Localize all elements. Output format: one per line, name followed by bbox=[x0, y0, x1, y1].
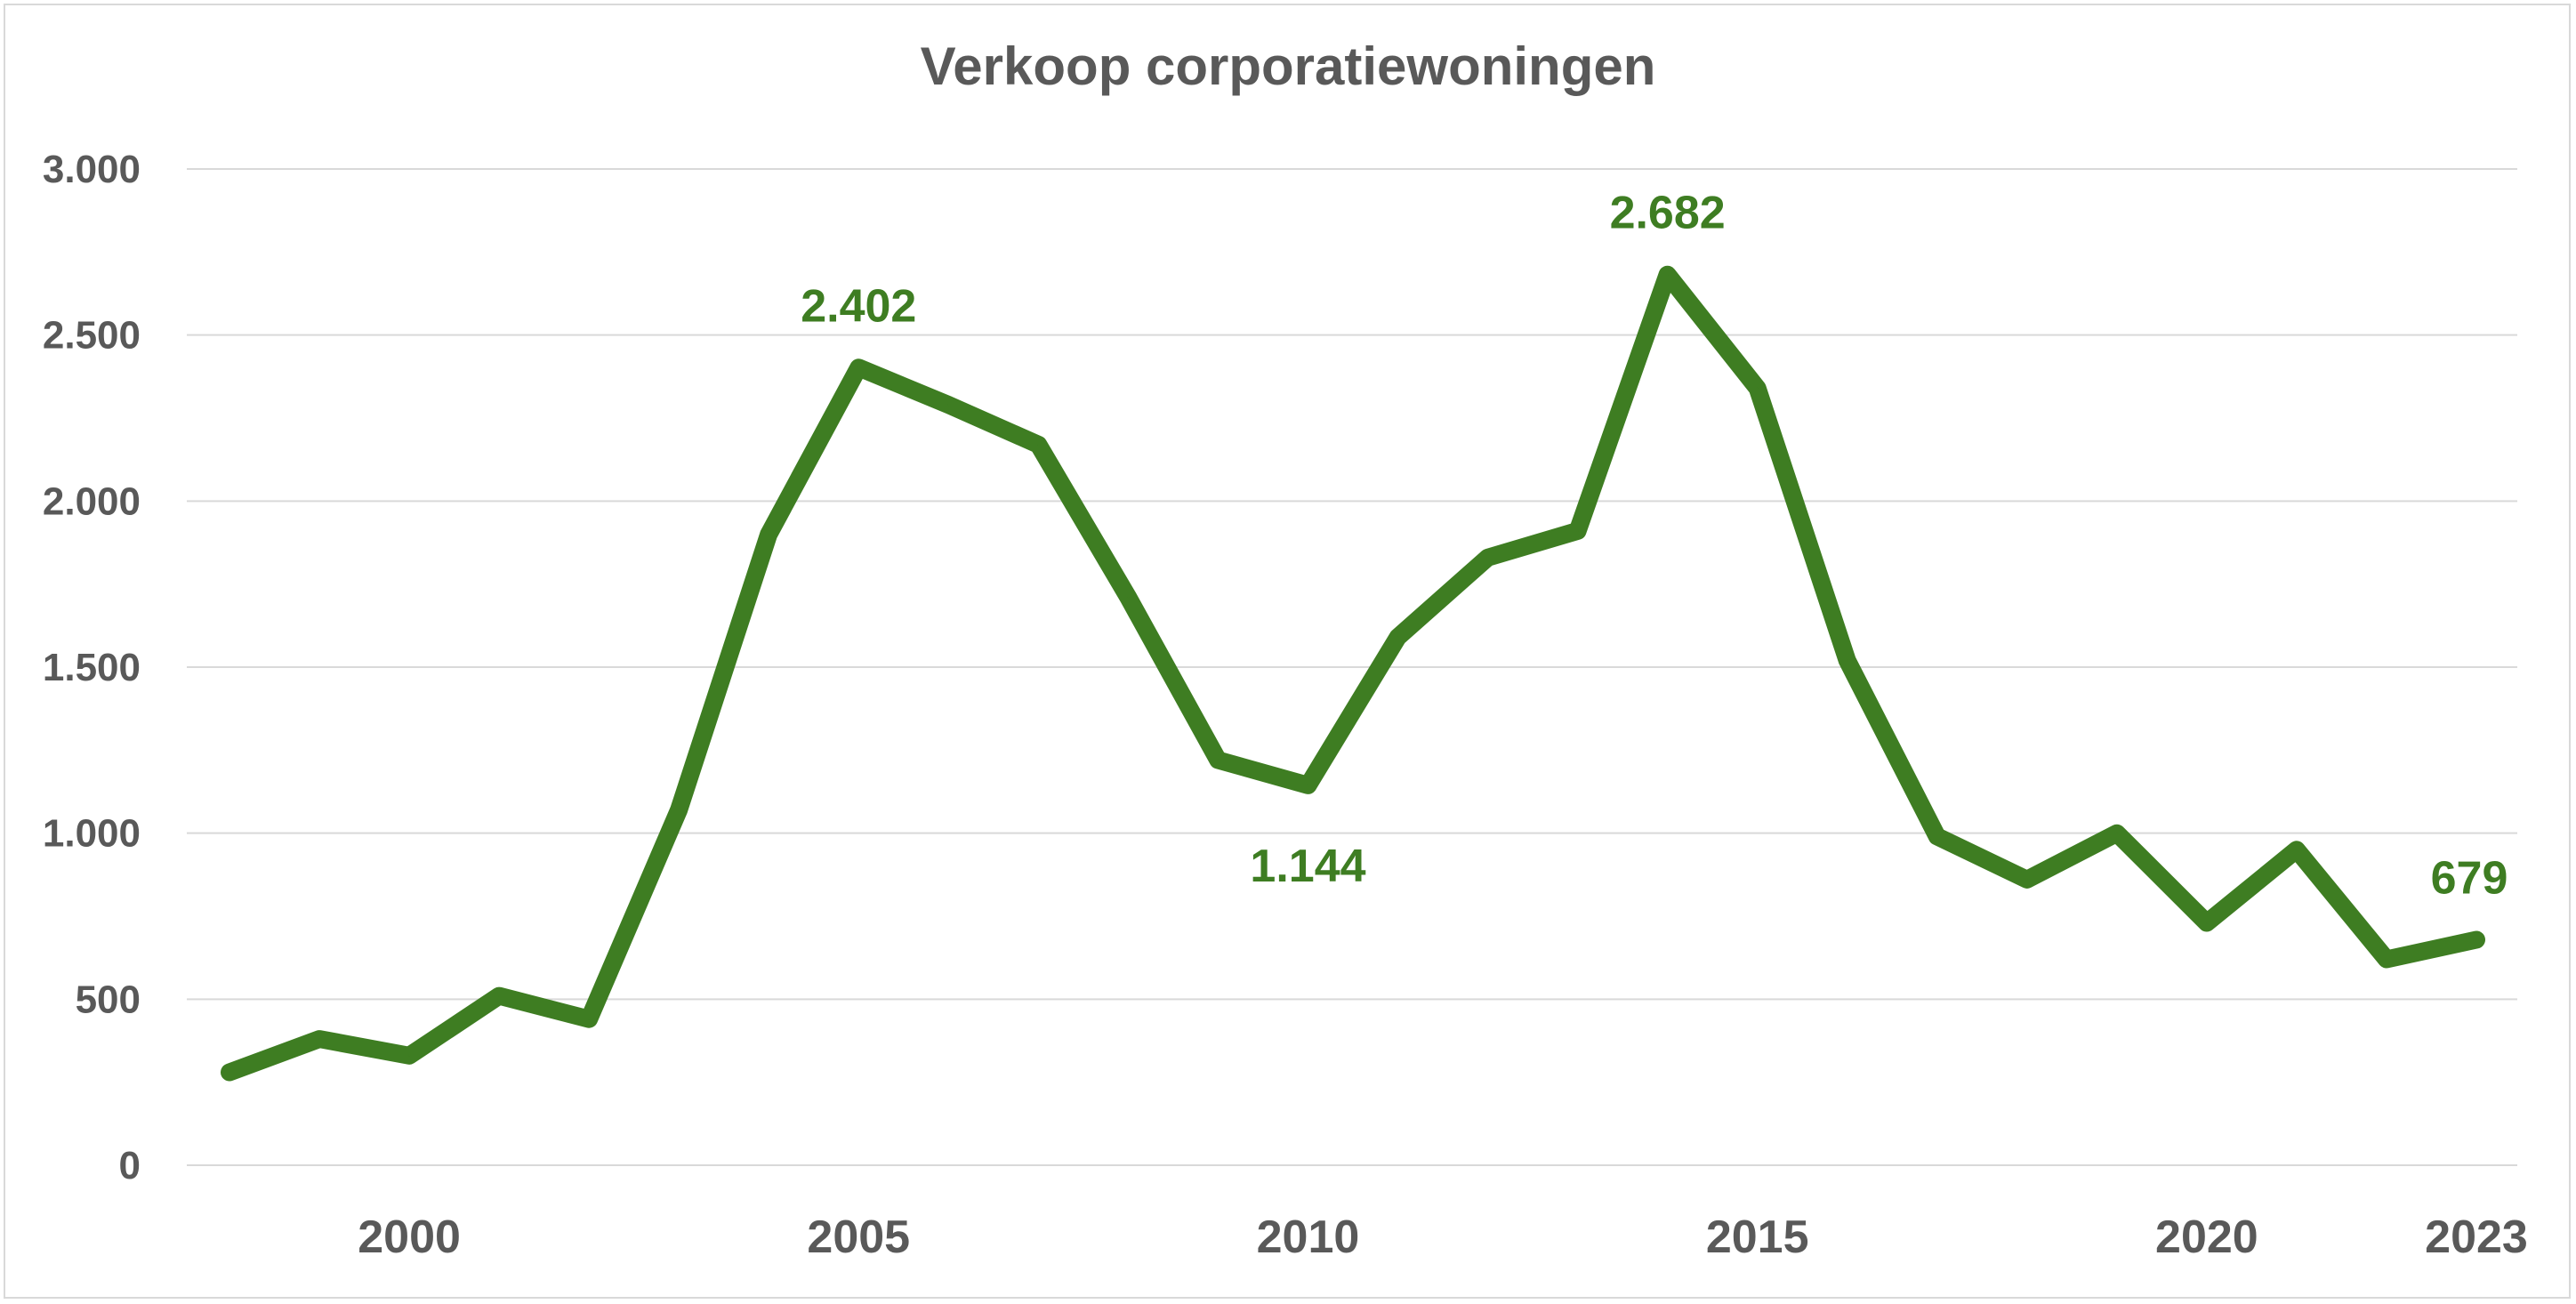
gridlines bbox=[187, 168, 2517, 1166]
y-tick-label: 500 bbox=[76, 978, 141, 1021]
chart-title: Verkoop corporatiewoningen bbox=[920, 36, 1656, 96]
y-tick-label: 1.500 bbox=[43, 646, 141, 689]
data-point bbox=[2475, 938, 2477, 941]
y-tick-label: 0 bbox=[119, 1144, 141, 1187]
series-line bbox=[221, 265, 2485, 1082]
data-point bbox=[2205, 922, 2208, 924]
data-label: 679 bbox=[2431, 853, 2508, 905]
data-point bbox=[2385, 958, 2387, 961]
x-tick-label: 2000 bbox=[358, 1211, 461, 1263]
data-point bbox=[2115, 832, 2118, 834]
x-tick-label: 2015 bbox=[1706, 1211, 1809, 1263]
data-point bbox=[2295, 849, 2298, 851]
data-point bbox=[768, 533, 770, 535]
data-label: 2.682 bbox=[1610, 188, 1726, 239]
x-tick-label: 2020 bbox=[2155, 1211, 2258, 1263]
x-tick-label: 2005 bbox=[807, 1211, 910, 1263]
y-tick-label: 3.000 bbox=[43, 148, 141, 191]
y-axis-tick-labels: 0 500 1.000 1.500 2.000 2.500 3.000 bbox=[43, 148, 141, 1187]
data-point bbox=[1307, 784, 1309, 786]
y-tick-label: 1.000 bbox=[43, 812, 141, 856]
data-point bbox=[1397, 636, 1399, 639]
data-point bbox=[857, 366, 860, 369]
data-point bbox=[1936, 835, 1938, 838]
data-point bbox=[588, 1018, 591, 1020]
data-point bbox=[1127, 596, 1130, 599]
data-point bbox=[947, 404, 950, 406]
series-lines bbox=[221, 265, 2485, 1082]
y-tick-label: 2.500 bbox=[43, 314, 141, 358]
data-point bbox=[1846, 659, 1848, 662]
data-point bbox=[1037, 443, 1040, 446]
data-point bbox=[318, 1038, 321, 1041]
data-point bbox=[1486, 556, 1489, 559]
data-point bbox=[1217, 759, 1220, 761]
chart-frame bbox=[4, 4, 2571, 1299]
data-point bbox=[678, 809, 680, 811]
data-point bbox=[1756, 387, 1759, 390]
x-tick-label: 2023 bbox=[2425, 1211, 2528, 1263]
y-tick-label: 2.000 bbox=[43, 479, 141, 523]
data-point bbox=[408, 1054, 411, 1057]
x-tick-label: 2010 bbox=[1257, 1211, 1360, 1263]
x-axis-tick-labels: 2000 2005 2010 2015 2020 2023 bbox=[358, 1211, 2528, 1263]
data-labels: 2.402 1.144 2.682 679 bbox=[801, 188, 2508, 905]
data-point bbox=[1666, 273, 1669, 276]
data-point bbox=[1576, 529, 1579, 532]
data-point bbox=[229, 1071, 230, 1074]
data-point bbox=[2025, 878, 2028, 881]
data-label: 2.402 bbox=[801, 280, 916, 332]
data-point bbox=[498, 994, 501, 997]
data-label: 1.144 bbox=[1250, 841, 1365, 892]
